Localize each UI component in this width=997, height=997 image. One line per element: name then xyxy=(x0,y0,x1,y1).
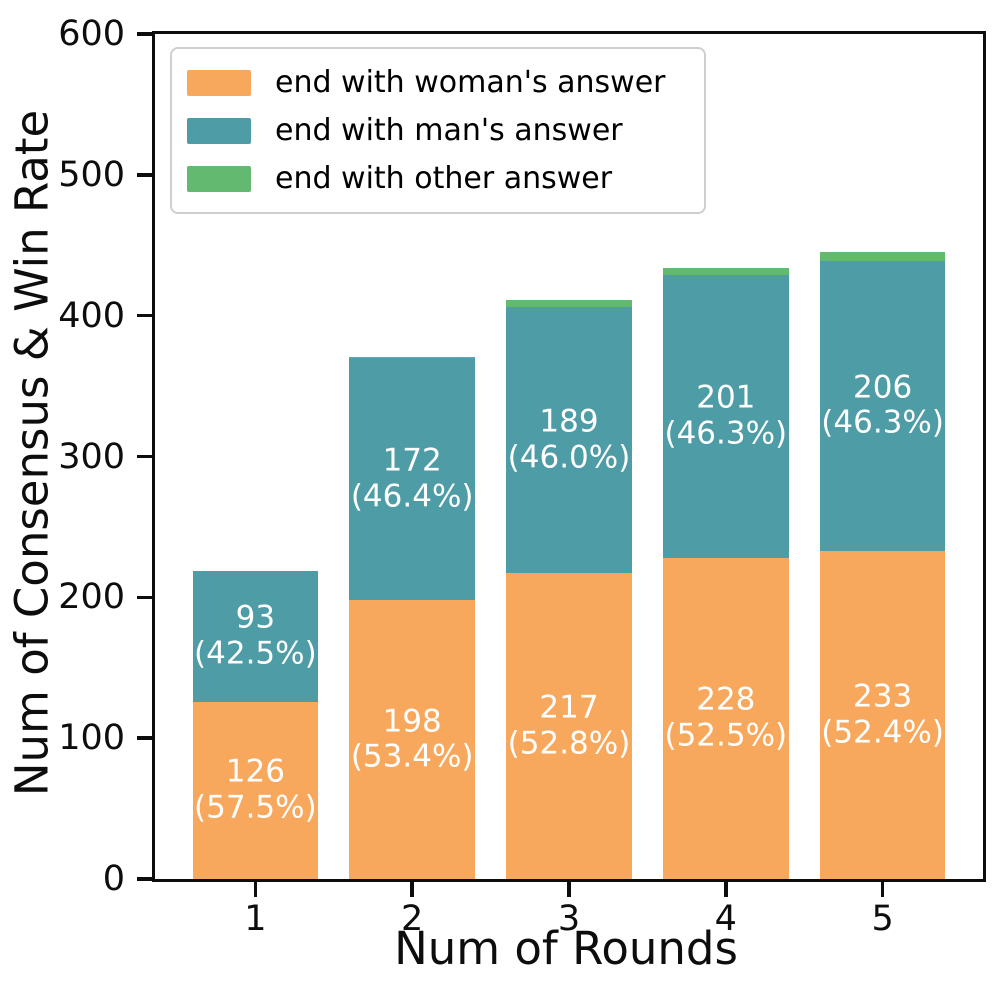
legend-label: end with other answer xyxy=(275,160,613,196)
y-tick-mark xyxy=(137,313,152,318)
x-tick-mark xyxy=(880,882,885,897)
bar-label-series0-cat1: 126 (57.5%) xyxy=(194,753,317,826)
x-axis-label: Num of Rounds xyxy=(394,922,738,975)
bar-segment-series1-cat2 xyxy=(349,357,475,601)
bar-label-series1-cat1: 93 (42.5%) xyxy=(194,599,317,672)
x-tick-label: 4 xyxy=(714,899,737,939)
x-tick-label: 5 xyxy=(871,899,894,939)
bar-segment-series2-cat3 xyxy=(506,300,632,308)
y-tick-label: 300 xyxy=(58,436,125,477)
bar-segment-series2-cat4 xyxy=(663,267,789,275)
bar-segment-series2-cat5 xyxy=(819,252,946,261)
bar-label-series1-cat4: 201 (46.3%) xyxy=(664,379,788,452)
bar-segment-series0-cat5 xyxy=(819,550,946,879)
bar-segment-series0-cat1 xyxy=(192,701,319,879)
y-tick-mark xyxy=(137,595,152,600)
y-tick-label: 400 xyxy=(58,295,125,336)
y-tick-label: 0 xyxy=(102,859,125,899)
bar-segment-series1-cat4 xyxy=(663,274,789,558)
bar-segment-series1-cat5 xyxy=(819,260,946,551)
y-tick-mark xyxy=(137,454,152,459)
y-tick-mark xyxy=(137,173,152,177)
legend-swatch-icon xyxy=(187,69,251,96)
x-tick-label: 1 xyxy=(244,899,267,939)
legend-item-1: end with man's answer xyxy=(187,112,666,149)
y-tick-label: 600 xyxy=(58,14,125,54)
y-tick-mark xyxy=(137,877,152,881)
y-tick-label: 100 xyxy=(58,718,125,759)
y-tick-mark xyxy=(137,736,152,740)
legend-item-0: end with woman's answer xyxy=(187,64,666,101)
y-tick-mark xyxy=(137,32,152,36)
bar-label-series0-cat2: 198 (53.4%) xyxy=(350,702,474,775)
legend-swatch-icon xyxy=(187,165,251,192)
bar-segment-series1-cat1 xyxy=(192,570,319,702)
x-tick-mark xyxy=(253,882,258,897)
bar-segment-series0-cat3 xyxy=(506,573,632,879)
x-tick-label: 3 xyxy=(557,899,581,939)
y-tick-label: 200 xyxy=(58,577,125,618)
bar-segment-series0-cat2 xyxy=(349,600,475,879)
x-tick-mark xyxy=(410,882,414,897)
bar-label-series1-cat3: 189 (46.0%) xyxy=(507,403,631,476)
plot-area: end with woman's answer end with man's an… xyxy=(58,14,986,939)
legend-label: end with man's answer xyxy=(275,112,623,148)
bar-segment-series2-cat2 xyxy=(349,356,475,358)
x-tick-mark xyxy=(567,882,571,897)
bar-segment-series0-cat4 xyxy=(663,557,789,879)
bar-label-series0-cat3: 217 (52.8%) xyxy=(507,689,631,762)
legend-item-2: end with other answer xyxy=(187,160,666,197)
bar-label-series1-cat5: 206 (46.3%) xyxy=(821,369,944,441)
bar-label-series0-cat4: 228 (52.5%) xyxy=(664,681,788,754)
bar-label-series1-cat2: 172 (46.4%) xyxy=(350,442,474,515)
legend: end with woman's answer end with man's an… xyxy=(170,47,706,214)
bar-label-series0-cat5: 233 (52.4%) xyxy=(821,678,944,750)
y-tick-label: 500 xyxy=(58,154,125,195)
x-tick-mark xyxy=(724,882,728,897)
legend-swatch-icon xyxy=(187,117,251,144)
x-tick-label: 2 xyxy=(401,899,424,939)
legend-label: end with woman's answer xyxy=(275,64,666,100)
bar-segment-series1-cat3 xyxy=(506,307,632,574)
